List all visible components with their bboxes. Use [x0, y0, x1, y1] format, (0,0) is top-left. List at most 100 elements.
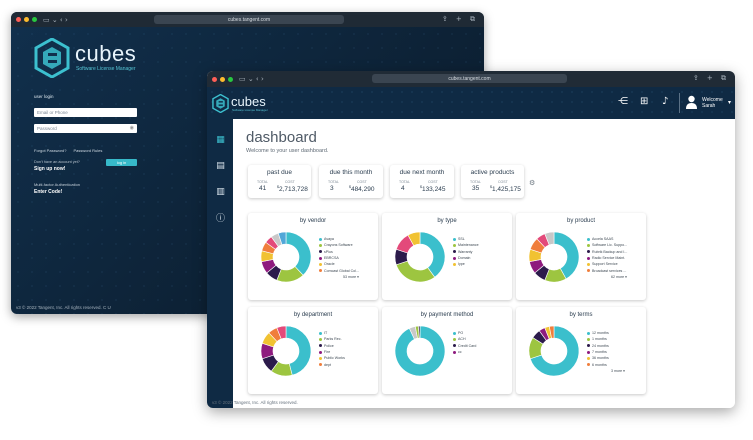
login-button[interactable]: log in — [106, 159, 137, 166]
minimize-window-button[interactable] — [220, 76, 225, 82]
legend-item[interactable]: cc — [453, 349, 511, 355]
minimize-window-button[interactable] — [24, 17, 29, 22]
donut-slice[interactable] — [285, 325, 312, 376]
legend-item[interactable]: EBRCSA — [319, 255, 377, 261]
show-password-icon[interactable]: ◉ — [129, 125, 134, 131]
legend-item[interactable]: Credit Card — [453, 343, 511, 349]
legend-item[interactable]: Public Works — [319, 355, 377, 361]
stat-card[interactable]: due next month TOTAL COST 4 $133,245 — [390, 165, 454, 198]
legend-item[interactable]: dept — [319, 361, 377, 367]
donut-slice[interactable] — [419, 231, 446, 278]
donut-chart[interactable] — [527, 324, 581, 378]
donut-slice[interactable] — [285, 231, 312, 276]
legend-item[interactable]: Rubrik Backup and I... — [587, 249, 645, 255]
legend-swatch — [319, 243, 322, 247]
info-icon[interactable]: ⓘ — [215, 214, 225, 224]
donut-slice[interactable] — [407, 231, 421, 247]
donut-chart[interactable] — [527, 230, 581, 284]
password-field[interactable]: Password ◉ — [34, 124, 137, 133]
reports-chart-icon[interactable]: ▥ — [216, 187, 225, 197]
more-link[interactable]: 53 more ▾ — [343, 274, 359, 279]
sidebar-toggle-icon[interactable]: ▭ ⌄ ‹ › — [43, 15, 68, 24]
password-rules-link[interactable]: Password Rules — [73, 148, 103, 153]
user-greeting[interactable]: Welcome Sarah — [702, 97, 723, 109]
donut-chart[interactable] — [259, 230, 313, 284]
legend-item[interactable]: Domain — [453, 255, 511, 261]
stat-card[interactable]: past due TOTAL COST 41 $2,713,728 — [248, 165, 311, 198]
forgot-password-link[interactable]: Forgot Password? — [34, 148, 67, 153]
chart-title: by department — [293, 312, 333, 318]
enter-code-link[interactable]: Enter Code! — [34, 189, 63, 195]
legend-item[interactable]: Software Lic. Suppo... — [587, 242, 645, 248]
dashboard-grid-icon[interactable]: ▦ — [216, 135, 225, 145]
legend-item[interactable]: IT — [319, 330, 377, 336]
settings-gear-icon[interactable]: ⚙ — [529, 179, 536, 187]
legend-item[interactable]: SSL — [453, 236, 511, 242]
legend-item[interactable]: Parks Rec. — [319, 336, 377, 342]
legend-item[interactable]: 6 months — [587, 361, 645, 367]
donut-chart[interactable] — [393, 230, 447, 284]
legend-item[interactable]: Fire — [319, 349, 377, 355]
user-avatar-icon[interactable] — [685, 95, 698, 109]
legend-item[interactable]: Iype — [453, 261, 511, 267]
legend-item[interactable]: 1 months — [587, 336, 645, 342]
donut-slice[interactable] — [418, 325, 421, 339]
donut-chart[interactable] — [259, 324, 313, 378]
legend-label: Warranty — [458, 249, 473, 254]
donut-slice[interactable] — [548, 325, 555, 339]
legend-item[interactable]: Oracle — [319, 261, 377, 267]
donut-slice[interactable] — [394, 325, 446, 377]
legend-item[interactable]: 36 months — [587, 355, 645, 361]
legend-item[interactable]: sPlus — [319, 249, 377, 255]
stat-cost-label: COST — [285, 180, 295, 184]
legend-item[interactable]: ACH — [453, 336, 511, 342]
legend-label: Radio Service Maint. — [592, 256, 626, 261]
more-link[interactable]: 62 more ▾ — [611, 274, 627, 279]
chevron-down-icon[interactable]: ▾ — [727, 99, 731, 106]
chart-title: by type — [437, 218, 457, 224]
stat-card[interactable]: active products TOTAL COST 35 $1,425,175 — [461, 165, 524, 198]
email-field[interactable]: Email or Phone — [34, 108, 137, 117]
address-bar[interactable]: cubes.tangent.com — [154, 15, 344, 24]
email-placeholder: Email or Phone — [37, 110, 68, 115]
stat-card[interactable]: due this month TOTAL COST 3 $484,290 — [319, 165, 383, 198]
legend-item[interactable]: Warranty — [453, 249, 511, 255]
legend-item[interactable]: Support Service — [587, 261, 645, 267]
share-icon[interactable]: ⋲ — [618, 96, 628, 107]
legend-item[interactable]: Maintenance — [453, 242, 511, 248]
zoom-window-button[interactable] — [32, 17, 37, 22]
donut-slice[interactable] — [544, 231, 555, 246]
close-window-button[interactable] — [16, 17, 21, 22]
chart-card: by department IT Parks Rec. Police Fire Publi… — [248, 307, 378, 394]
donut-chart[interactable] — [393, 324, 447, 378]
close-window-button[interactable] — [212, 76, 217, 82]
sidebar-toggle-icon[interactable]: ▭ ⌄ ‹ › — [239, 75, 264, 83]
share-newtab-icons[interactable]: ⇪ + ⧉ — [441, 15, 478, 23]
more-link[interactable]: 3 more ▾ — [611, 368, 625, 373]
legend-item[interactable]: Police — [319, 343, 377, 349]
contacts-card-icon[interactable]: ▤ — [216, 161, 225, 171]
legend-item[interactable]: Radio Service Maint. — [587, 255, 645, 261]
legend-item[interactable]: Accela SAAS — [587, 236, 645, 242]
legend-item[interactable]: PO — [453, 330, 511, 336]
legend-item[interactable]: Crayons Software — [319, 242, 377, 248]
zoom-window-button[interactable] — [228, 76, 233, 82]
donut-slice[interactable] — [276, 325, 287, 340]
sign-up-link[interactable]: Sign up now! — [34, 166, 66, 172]
legend-swatch — [453, 350, 456, 354]
donut-slice[interactable] — [395, 260, 436, 283]
legend-item[interactable]: 24 months — [587, 343, 645, 349]
donut-slice[interactable] — [277, 231, 287, 246]
share-newtab-icons[interactable]: ⇪ + ⧉ — [692, 74, 729, 82]
notification-bell-icon[interactable]: ♪ — [662, 96, 669, 107]
legend-item[interactable]: Comcast Global Col... — [319, 267, 377, 273]
legend-item[interactable]: Avaya — [319, 236, 377, 242]
donut-slice[interactable] — [529, 325, 580, 377]
legend-item[interactable]: 7 months — [587, 349, 645, 355]
legend-item[interactable]: 12 months — [587, 330, 645, 336]
address-bar[interactable]: cubes.tangent.com — [372, 74, 567, 83]
currency-symbol: $ — [420, 185, 422, 189]
add-icon[interactable]: ⊞ — [640, 96, 649, 107]
legend-label: 6 months — [592, 362, 607, 367]
legend-item[interactable]: Broadcast services ... — [587, 267, 645, 273]
